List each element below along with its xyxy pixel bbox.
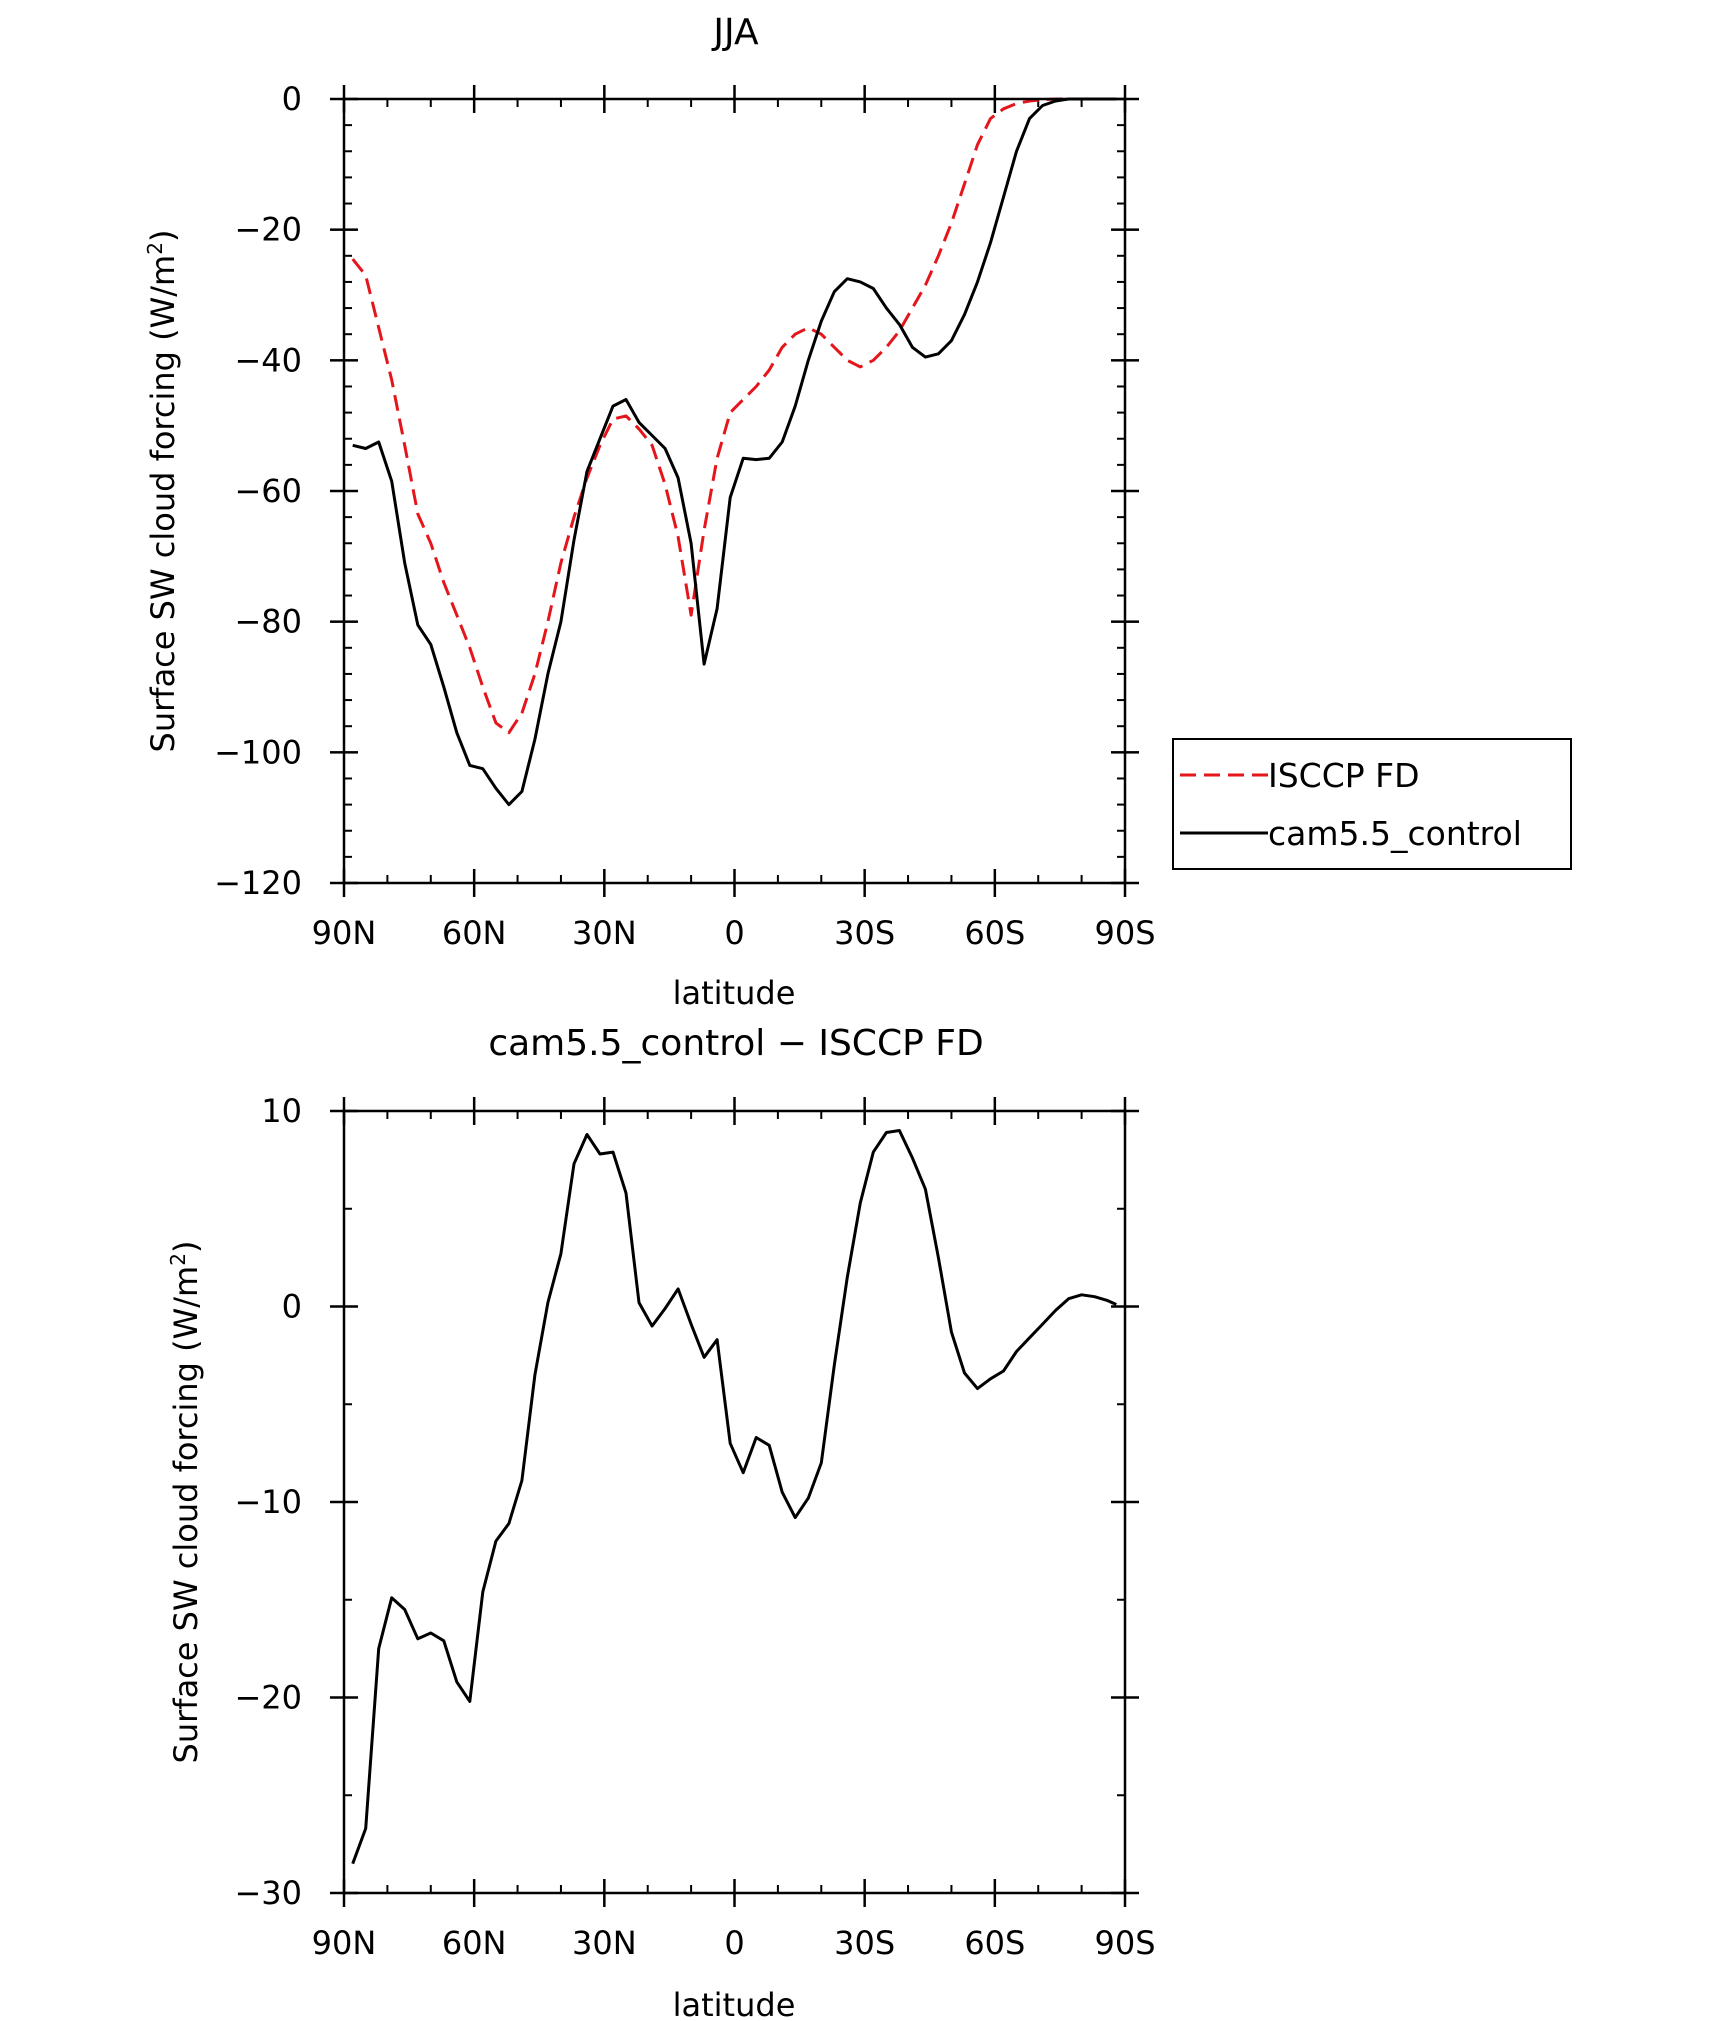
x-tick-label: 0 bbox=[724, 1924, 744, 1962]
series-line-cam5-5-control bbox=[352, 97, 1117, 807]
x-tick-label: 60S bbox=[964, 1924, 1025, 1962]
x-tick-label: 30S bbox=[834, 1924, 895, 1962]
x-axis-label: latitude bbox=[673, 974, 796, 1012]
x-tick-label: 90S bbox=[1094, 1924, 1155, 1962]
plot-frame bbox=[342, 97, 1127, 885]
legend: ISCCP FD cam5.5_control bbox=[1172, 738, 1572, 870]
axis-ticks: 90N 60N 30N 0 30S 60S 90S 10 0 −10 −20 −30 bbox=[234, 1092, 1155, 1962]
x-tick-label: 90N bbox=[312, 1924, 377, 1962]
chart-title: cam5.5_control − ISCCP FD bbox=[488, 1023, 983, 1064]
legend-box bbox=[1172, 738, 1572, 870]
panel-jja: JJA Surface SW cloud forcing (W/m2) 90N 6… bbox=[143, 12, 1572, 1012]
y-tick-label: −10 bbox=[234, 1483, 302, 1521]
y-tick-label: −80 bbox=[234, 603, 302, 641]
x-tick-label: 90N bbox=[312, 914, 377, 952]
series-group bbox=[351, 97, 1117, 807]
x-tick-label: 0 bbox=[724, 914, 744, 952]
x-tick-label: 60N bbox=[442, 914, 507, 952]
y-tick-label: −30 bbox=[234, 1874, 302, 1912]
y-axis-label: Surface SW cloud forcing (W/m2) bbox=[166, 1241, 205, 1764]
y-tick-label: 0 bbox=[282, 80, 302, 118]
chart-title: JJA bbox=[711, 12, 759, 53]
plot-frame bbox=[342, 1109, 1127, 1895]
y-tick-label: −20 bbox=[234, 1679, 302, 1717]
y-tick-label: −100 bbox=[214, 733, 302, 771]
x-tick-label: 30S bbox=[834, 914, 895, 952]
x-tick-label: 60N bbox=[442, 1924, 507, 1962]
series-line-cam5-5-control-isccp-fd bbox=[351, 1129, 1117, 1865]
legend-label-cam: cam5.5_control bbox=[1268, 814, 1522, 853]
axis-ticks: 90N 60N 30N 0 30S 60S 90S 0 −20 −40 −60 −80 −100 −120 bbox=[214, 80, 1155, 952]
legend-label-isccp: ISCCP FD bbox=[1268, 756, 1420, 795]
x-axis-label: latitude bbox=[673, 1986, 796, 2021]
y-tick-label: −120 bbox=[214, 864, 302, 902]
y-tick-label: 10 bbox=[261, 1092, 302, 1130]
x-tick-label: 90S bbox=[1094, 914, 1155, 952]
y-axis-label: Surface SW cloud forcing (W/m2) bbox=[143, 230, 182, 753]
y-tick-label: 0 bbox=[282, 1288, 302, 1326]
x-tick-label: 60S bbox=[964, 914, 1025, 952]
y-tick-label: −20 bbox=[234, 211, 302, 249]
y-tick-label: −40 bbox=[234, 341, 302, 379]
series-group bbox=[351, 1129, 1117, 1865]
y-tick-label: −60 bbox=[234, 472, 302, 510]
series-line-isccp-fd bbox=[351, 97, 1117, 735]
x-tick-label: 30N bbox=[572, 1924, 637, 1962]
panel-difference: cam5.5_control − ISCCP FD Surface SW clo… bbox=[166, 1023, 1156, 2021]
x-tick-label: 30N bbox=[572, 914, 637, 952]
